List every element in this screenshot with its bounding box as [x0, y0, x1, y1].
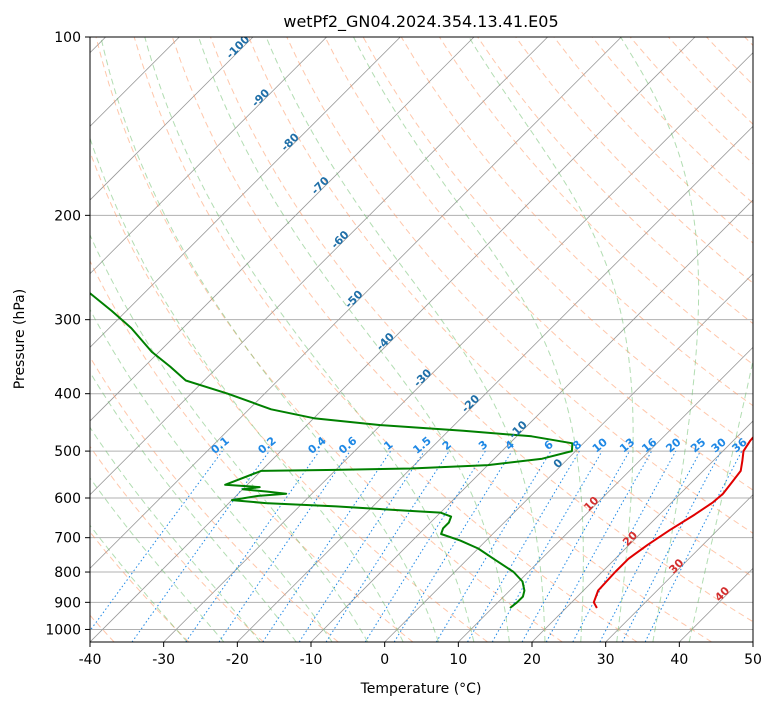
x-tick-label: 20	[523, 652, 541, 668]
x-tick-label: 0	[380, 652, 389, 668]
y-tick-label: 100	[54, 30, 81, 46]
x-tick-label: -40	[79, 652, 102, 668]
chart-title: wetPf2_GN04.2024.354.13.41.E05	[283, 12, 558, 32]
x-tick-label: -20	[226, 652, 249, 668]
y-tick-label: 900	[54, 595, 81, 611]
y-tick-label: 400	[54, 387, 81, 403]
y-tick-label: 1000	[45, 622, 81, 638]
y-tick-label: 500	[54, 444, 81, 460]
y-axis-label: Pressure (hPa)	[12, 289, 28, 389]
y-tick-label: 700	[54, 531, 81, 547]
x-tick-label: 30	[597, 652, 615, 668]
y-tick-label: 800	[54, 565, 81, 581]
x-tick-label: 40	[670, 652, 688, 668]
y-tick-label: 300	[54, 313, 81, 329]
y-tick-label: 600	[54, 491, 81, 507]
x-tick-label: 10	[449, 652, 467, 668]
y-tick-label: 200	[54, 208, 81, 224]
x-tick-label: -30	[152, 652, 175, 668]
x-tick-label: 50	[744, 652, 762, 668]
x-tick-label: -10	[300, 652, 323, 668]
x-axis-label: Temperature (°C)	[360, 681, 482, 697]
